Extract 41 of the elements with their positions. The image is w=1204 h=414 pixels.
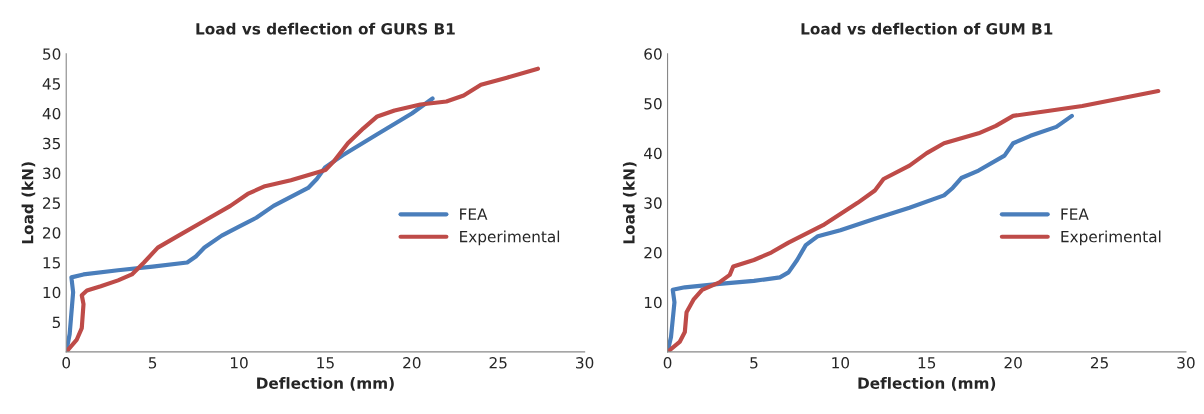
y-axis-title: Load (kN) xyxy=(622,162,637,244)
x-tick-label: 5 xyxy=(148,357,157,369)
y-tick-label: 10 xyxy=(644,296,662,309)
x-tick-label: 15 xyxy=(918,357,936,369)
y-tick-label: 50 xyxy=(43,48,61,60)
chart-title: Load vs deflection of GUM B1 xyxy=(801,22,1053,35)
y-tick-label: 50 xyxy=(644,97,662,110)
y-tick-label: 5 xyxy=(52,316,61,329)
x-axis-title: Deflection (mm) xyxy=(858,377,996,391)
line-series xyxy=(667,88,1161,352)
x-tick-label: 10 xyxy=(832,357,850,369)
y-tick-label: 40 xyxy=(644,147,662,160)
y-tick-label: 25 xyxy=(43,197,61,209)
legend-label: Experimental xyxy=(1061,230,1161,246)
y-tick-label: 35 xyxy=(43,137,61,150)
y-tick-label: 30 xyxy=(43,167,61,180)
y-axis-title: Load (kN) xyxy=(21,162,36,244)
x-tick-label: 0 xyxy=(62,357,71,369)
x-tick-label: 25 xyxy=(1090,357,1108,369)
x-tick-label: 20 xyxy=(1004,357,1022,369)
chart-title: Load vs deflection of GURS B1 xyxy=(196,22,455,35)
legend-label: FEA xyxy=(1061,208,1089,220)
y-tick-label: 60 xyxy=(644,48,662,60)
x-axis-title: Deflection (mm) xyxy=(257,377,394,391)
x-tick-label: 30 xyxy=(576,357,594,369)
y-tick-label: 45 xyxy=(42,78,61,90)
y-tick-label: 15 xyxy=(43,257,61,269)
x-tick-label: 5 xyxy=(750,357,758,369)
legend-label: Experimental xyxy=(460,230,560,246)
y-tick-label: 30 xyxy=(644,197,662,209)
y-tick-label: 20 xyxy=(644,247,662,259)
x-tick-label: 25 xyxy=(489,357,507,369)
x-tick-label: 30 xyxy=(1177,357,1195,369)
legend-label: FEA xyxy=(460,208,488,220)
y-tick-label: 40 xyxy=(42,107,61,120)
x-tick-label: 20 xyxy=(403,357,421,369)
x-tick-label: 0 xyxy=(663,357,672,369)
y-tick-label: 10 xyxy=(43,286,61,299)
x-tick-label: 10 xyxy=(230,357,248,369)
y-tick-label: 20 xyxy=(43,227,61,239)
x-tick-label: 15 xyxy=(317,357,334,369)
